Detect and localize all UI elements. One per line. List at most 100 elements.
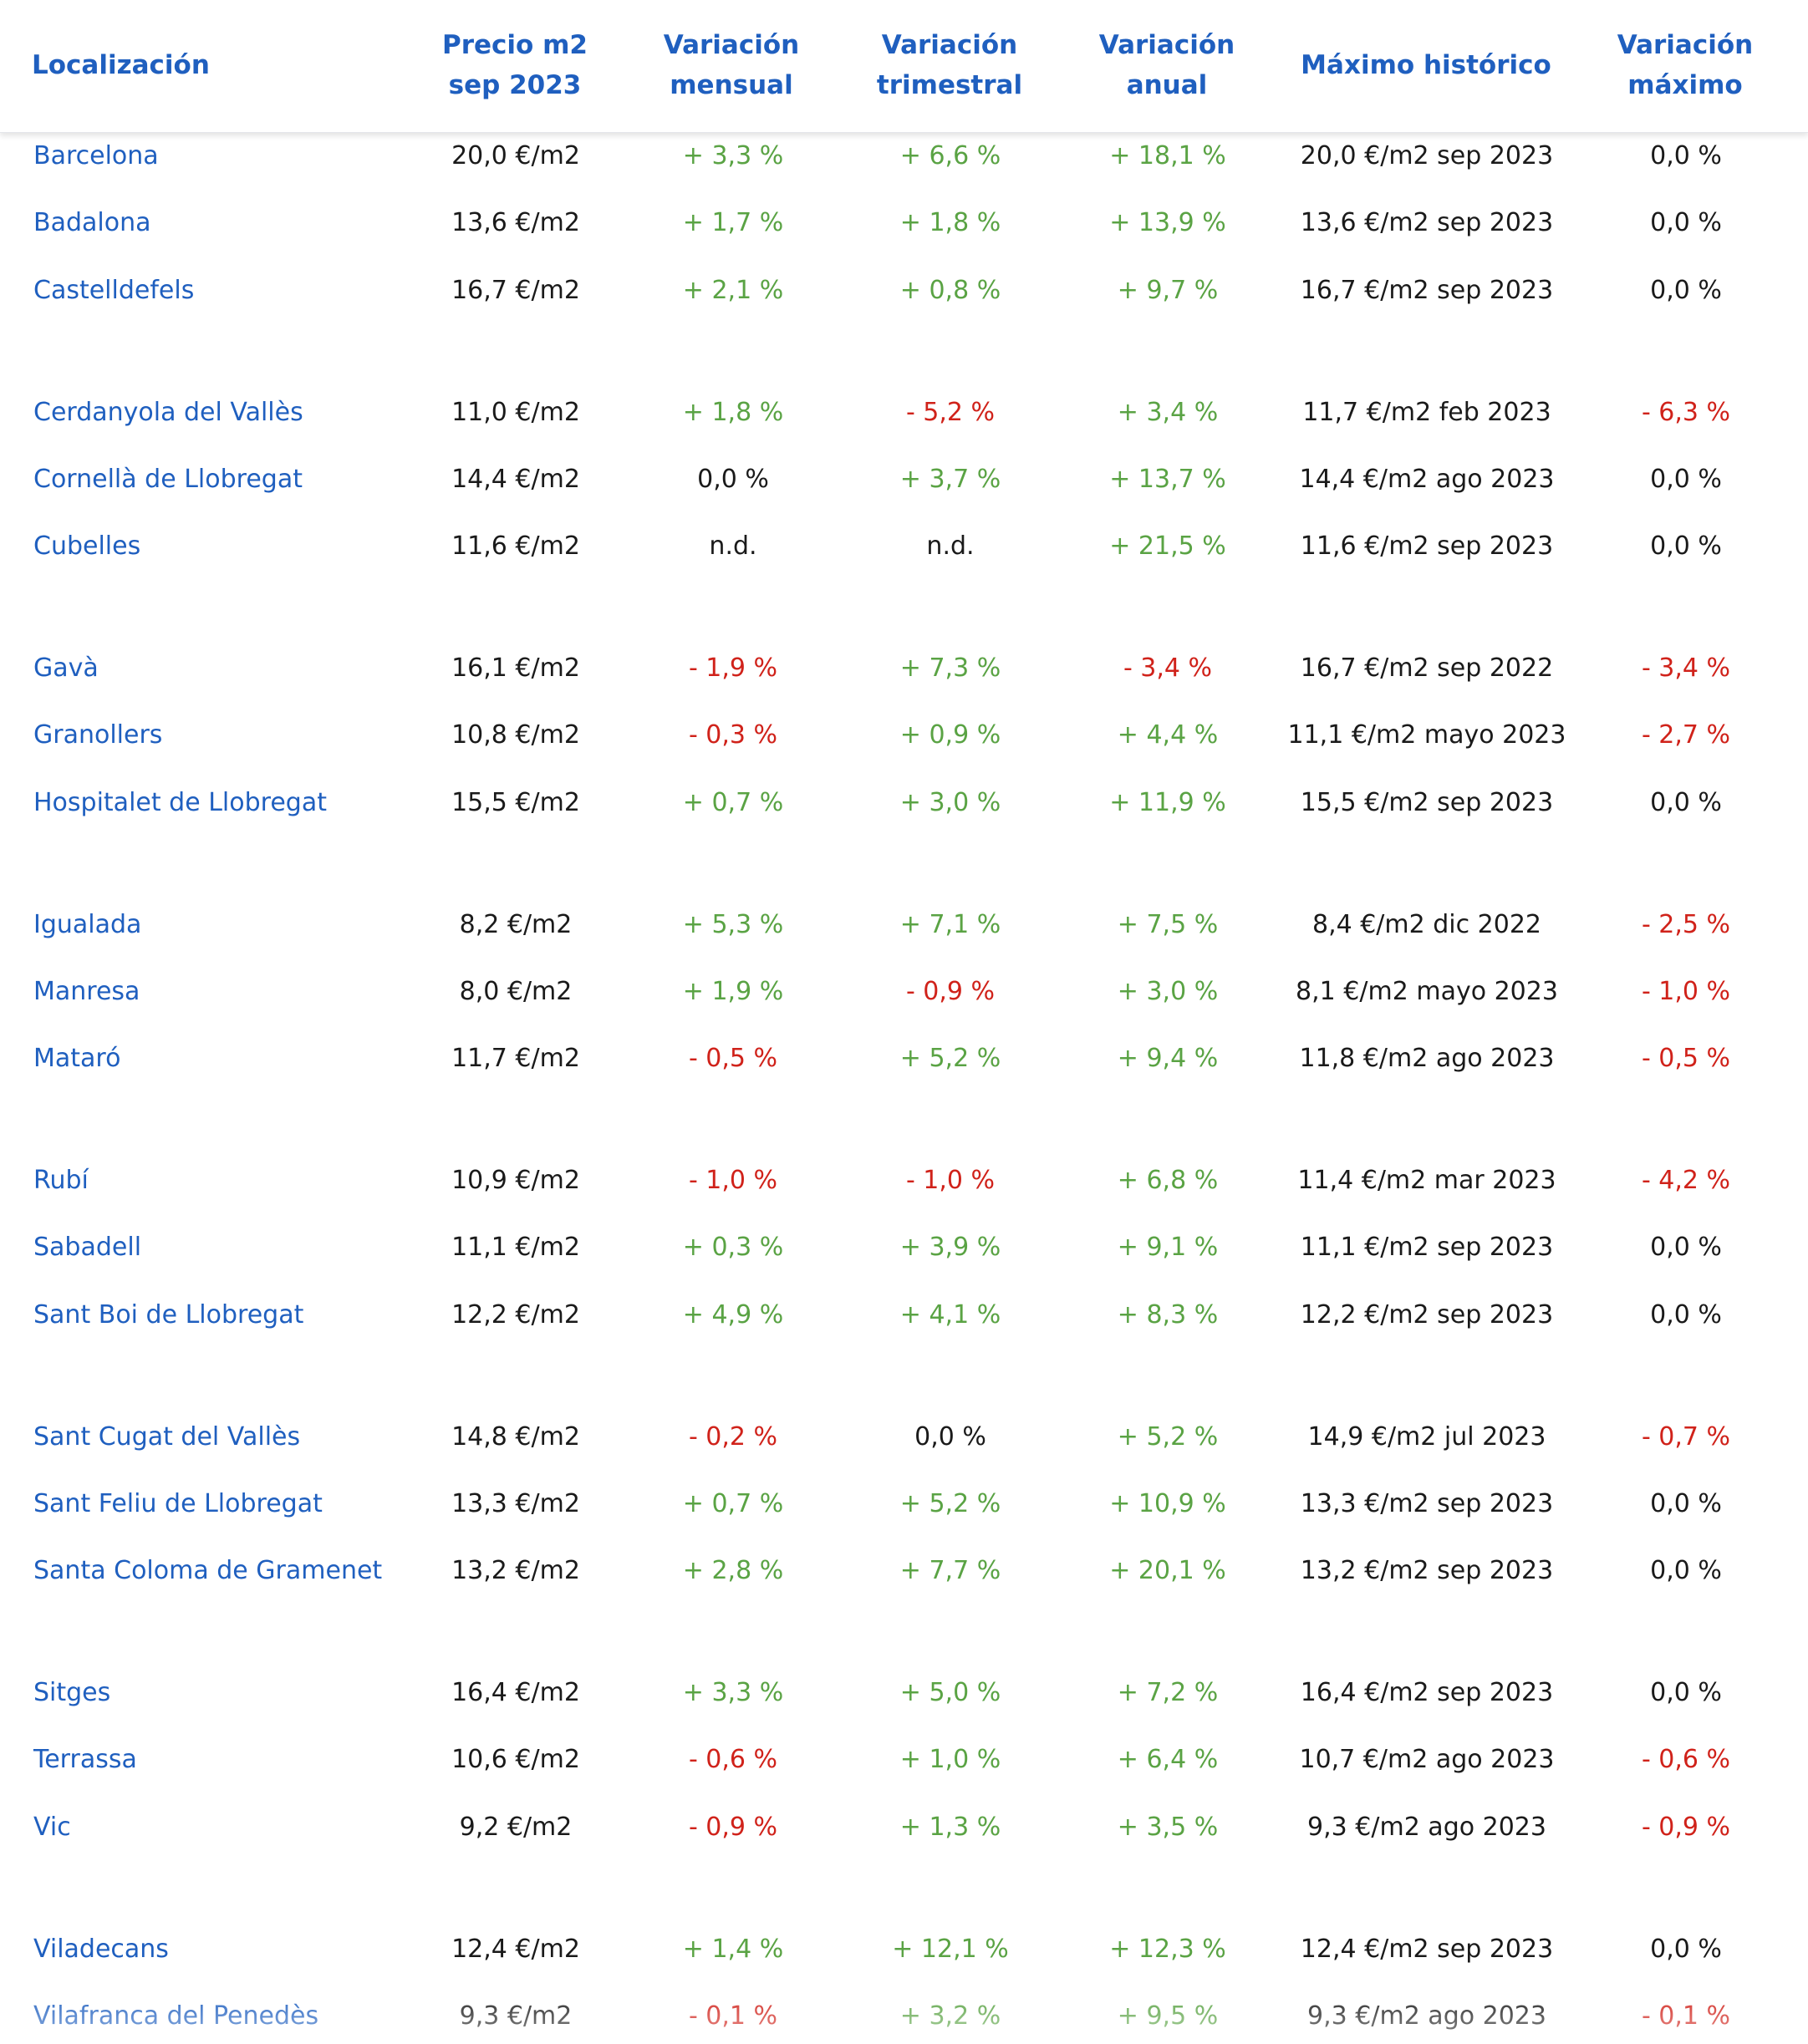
max-variation-cell: 0,0 % [1650, 1488, 1722, 1518]
annual-variation-cell: + 7,2 % [1117, 1678, 1219, 1707]
annual-variation-cell: + 5,2 % [1117, 1421, 1219, 1452]
price-cell: 12,2 €/m2 [451, 1299, 580, 1330]
header-maxvar-line1: Variación [1617, 30, 1754, 60]
location-link[interactable]: Viladecans [33, 1934, 169, 1964]
annual-variation-cell: + 9,4 % [1117, 1044, 1219, 1074]
max-variation-cell: - 0,6 % [1641, 1745, 1731, 1775]
quarterly-variation-cell: + 0,8 % [899, 275, 1001, 305]
price-cell: 16,7 €/m2 [451, 275, 580, 305]
location-link[interactable]: Granollers [33, 720, 163, 750]
monthly-variation-cell: + 1,4 % [682, 1934, 784, 1964]
max-variation-cell: - 0,7 % [1641, 1421, 1731, 1452]
annual-variation-cell: + 9,1 % [1117, 1233, 1219, 1263]
header-annual[interactable]: Variación anual [1099, 25, 1235, 105]
price-cell: 11,1 €/m2 [451, 1233, 580, 1263]
historic-max-cell: 20,0 €/m2 sep 2023 [1300, 141, 1554, 170]
max-variation-cell: 0,0 % [1650, 531, 1722, 562]
header-price-line2: sep 2023 [448, 70, 582, 100]
monthly-variation-cell: + 2,8 % [682, 1556, 784, 1586]
header-max-variation[interactable]: Variación máximo [1617, 25, 1753, 105]
max-variation-cell: 0,0 % [1650, 1556, 1722, 1586]
header-quarterly-line2: trimestral [876, 70, 1023, 100]
price-cell: 11,6 €/m2 [451, 531, 580, 562]
location-link[interactable]: Hospitalet de Llobregat [33, 787, 327, 817]
location-link[interactable]: Sant Cugat del Vallès [33, 1421, 301, 1452]
historic-max-cell: 9,3 €/m2 ago 2023 [1307, 2001, 1546, 2031]
quarterly-variation-cell: n.d. [926, 531, 975, 562]
monthly-variation-cell: + 5,3 % [682, 909, 784, 939]
quarterly-variation-cell: + 7,7 % [899, 1556, 1001, 1586]
annual-variation-cell: + 9,5 % [1117, 2001, 1219, 2031]
price-cell: 13,2 €/m2 [451, 1556, 580, 1586]
location-link[interactable]: Terrassa [33, 1745, 137, 1775]
header-monthly[interactable]: Variación mensual [664, 25, 799, 105]
location-link[interactable]: Mataró [33, 1044, 121, 1074]
monthly-variation-cell: - 0,5 % [688, 1044, 778, 1074]
location-link[interactable]: Badalona [33, 208, 151, 238]
monthly-variation-cell: 0,0 % [697, 464, 769, 494]
location-link[interactable]: Cerdanyola del Vallès [33, 397, 303, 427]
annual-variation-cell: + 3,4 % [1117, 397, 1219, 427]
location-link[interactable]: Castelldefels [33, 275, 195, 305]
annual-variation-cell: + 13,7 % [1109, 464, 1226, 494]
max-variation-cell: 0,0 % [1650, 1299, 1722, 1330]
location-link[interactable]: Sant Boi de Llobregat [33, 1299, 304, 1330]
header-price[interactable]: Precio m2 sep 2023 [442, 25, 588, 105]
header-quarterly[interactable]: Variación trimestral [877, 25, 1022, 105]
quarterly-variation-cell: - 5,2 % [905, 397, 996, 427]
max-variation-cell: 0,0 % [1650, 1233, 1722, 1263]
annual-variation-cell: + 4,4 % [1117, 720, 1219, 750]
price-cell: 11,0 €/m2 [451, 397, 580, 427]
location-link[interactable]: Cornellà de Llobregat [33, 464, 303, 494]
historic-max-cell: 14,9 €/m2 jul 2023 [1307, 1421, 1546, 1452]
monthly-variation-cell: + 4,9 % [682, 1299, 784, 1330]
quarterly-variation-cell: 0,0 % [914, 1421, 986, 1452]
quarterly-variation-cell: + 1,3 % [899, 1812, 1001, 1842]
max-variation-cell: 0,0 % [1650, 275, 1722, 305]
location-link[interactable]: Sant Feliu de Llobregat [33, 1488, 323, 1518]
quarterly-variation-cell: + 3,9 % [899, 1233, 1001, 1263]
header-monthly-line1: Variación [663, 30, 800, 60]
price-cell: 14,8 €/m2 [451, 1421, 580, 1452]
max-variation-cell: - 0,9 % [1641, 1812, 1731, 1842]
monthly-variation-cell: + 3,3 % [682, 141, 784, 170]
header-quarterly-line1: Variación [881, 30, 1018, 60]
table-header: Localización Precio m2 sep 2023 Variació… [0, 0, 1808, 133]
quarterly-variation-cell: + 0,9 % [899, 720, 1001, 750]
location-link[interactable]: Gavà [33, 653, 99, 683]
location-link[interactable]: Cubelles [33, 531, 141, 562]
header-historic-max[interactable]: Máximo histórico [1301, 50, 1551, 80]
quarterly-variation-cell: + 7,1 % [899, 909, 1001, 939]
historic-max-cell: 13,6 €/m2 sep 2023 [1300, 208, 1554, 238]
header-location[interactable]: Localización [32, 50, 210, 80]
max-variation-cell: - 0,5 % [1641, 1044, 1731, 1074]
historic-max-cell: 11,4 €/m2 mar 2023 [1297, 1166, 1556, 1195]
max-variation-cell: 0,0 % [1650, 1934, 1722, 1964]
annual-variation-cell: + 20,1 % [1109, 1556, 1226, 1586]
location-link[interactable]: Santa Coloma de Gramenet [33, 1556, 383, 1586]
annual-variation-cell: + 11,9 % [1109, 787, 1226, 817]
location-link[interactable]: Vilafranca del Penedès [33, 2001, 319, 2031]
price-cell: 10,9 €/m2 [451, 1166, 580, 1195]
location-link[interactable]: Sitges [33, 1678, 111, 1707]
location-link[interactable]: Rubí [33, 1166, 89, 1195]
annual-variation-cell: + 3,5 % [1117, 1812, 1219, 1842]
monthly-variation-cell: + 3,3 % [682, 1678, 784, 1707]
max-variation-cell: - 1,0 % [1641, 976, 1731, 1006]
monthly-variation-cell: + 2,1 % [682, 275, 784, 305]
location-link[interactable]: Barcelona [33, 141, 159, 170]
location-link[interactable]: Sabadell [33, 1233, 142, 1263]
historic-max-cell: 9,3 €/m2 ago 2023 [1307, 1812, 1546, 1842]
historic-max-cell: 14,4 €/m2 ago 2023 [1299, 464, 1555, 494]
location-link[interactable]: Igualada [33, 909, 142, 939]
annual-variation-cell: + 8,3 % [1117, 1299, 1219, 1330]
annual-variation-cell: + 6,4 % [1117, 1745, 1219, 1775]
price-cell: 12,4 €/m2 [451, 1934, 580, 1964]
historic-max-cell: 15,5 €/m2 sep 2023 [1300, 787, 1554, 817]
location-link[interactable]: Manresa [33, 976, 140, 1006]
header-monthly-line2: mensual [670, 70, 793, 100]
quarterly-variation-cell: - 1,0 % [905, 1166, 996, 1195]
historic-max-cell: 11,6 €/m2 sep 2023 [1300, 531, 1554, 562]
location-link[interactable]: Vic [33, 1812, 71, 1842]
max-variation-cell: - 2,7 % [1641, 720, 1731, 750]
